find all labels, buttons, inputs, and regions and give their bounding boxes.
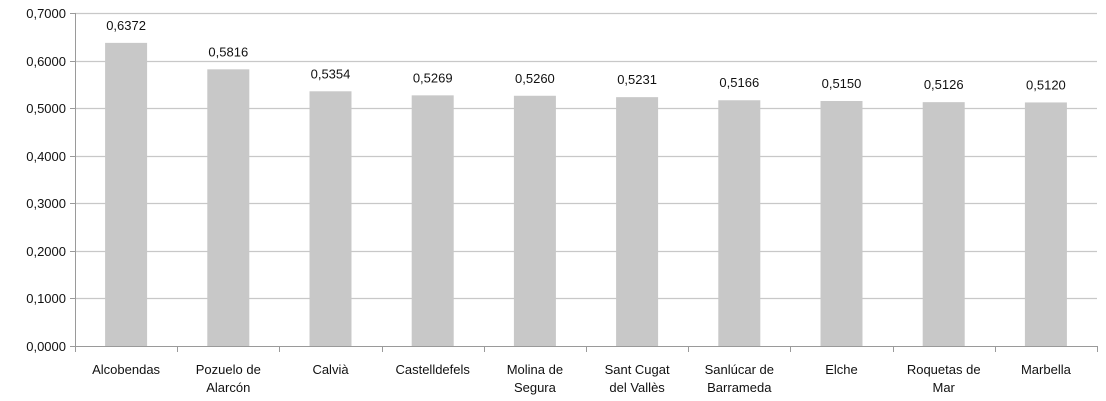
data-label: 0,5150 <box>822 76 862 91</box>
x-tick-label-line: Calvià <box>312 362 349 377</box>
x-tick-label: Sant Cugat del Vallès <box>605 362 670 395</box>
bar <box>309 91 352 346</box>
data-label: 0,5231 <box>617 72 657 87</box>
bar <box>513 95 556 346</box>
data-label: 0,5120 <box>1026 77 1066 92</box>
bar <box>207 69 250 346</box>
x-tick-label: Pozuelo de Alarcón <box>196 362 261 395</box>
x-tick-label-line: Marbella <box>1021 362 1072 377</box>
data-label: 0,5354 <box>311 66 351 81</box>
bar <box>820 101 863 346</box>
x-tick-label-line: Alarcón <box>206 380 250 395</box>
y-tick-label: 0,4000 <box>26 149 66 164</box>
data-label: 0,5126 <box>924 77 964 92</box>
x-axis: Alcobendas Pozuelo de Alarcón Calvià Castell… <box>75 346 1098 395</box>
x-tick-label-line: Mar <box>933 380 956 395</box>
y-axis: 0,0000 0,1000 0,2000 0,3000 0,4000 0,5000 0,60… <box>26 6 76 354</box>
x-tick-label-line: Alcobendas <box>92 362 160 377</box>
x-tick-label-line: Sanlúcar de <box>705 362 774 377</box>
data-label: 0,5816 <box>208 44 248 59</box>
x-tick-label: Sanlúcar de Barrameda <box>705 362 774 395</box>
bar <box>105 42 148 347</box>
x-tick-label-line: Segura <box>514 380 557 395</box>
x-tick-label: Molina de Segura <box>507 362 563 395</box>
data-label: 0,5166 <box>719 75 759 90</box>
x-tick-label: Marbella <box>1021 362 1072 377</box>
x-tick-label-line: Castelldefels <box>395 362 470 377</box>
bar <box>616 97 659 346</box>
data-label: 0,5260 <box>515 71 555 86</box>
x-tick-label-line: Molina de <box>507 362 563 377</box>
x-tick-label-line: Sant Cugat <box>605 362 670 377</box>
x-tick-label-line: del Vallès <box>609 380 665 395</box>
bar <box>1024 102 1067 346</box>
y-tick-label: 0,7000 <box>26 6 66 21</box>
x-tick-label: Castelldefels <box>395 362 470 377</box>
y-tick-label: 0,1000 <box>26 291 66 306</box>
y-tick-label: 0,3000 <box>26 196 66 211</box>
y-tick-label: 0,5000 <box>26 101 66 116</box>
data-labels: 0,6372 0,5816 0,5354 0,5269 0,5260 0,5231 0,51… <box>106 18 1066 93</box>
x-tick-label: Calvià <box>312 362 349 377</box>
bar <box>411 95 454 346</box>
x-tick-label-line: Barrameda <box>707 380 772 395</box>
data-label: 0,6372 <box>106 18 146 33</box>
x-tick-label-line: Pozuelo de <box>196 362 261 377</box>
data-label: 0,5269 <box>413 70 453 85</box>
x-tick-label-line: Roquetas de <box>907 362 981 377</box>
bar <box>922 102 965 346</box>
x-tick-label-line: Elche <box>825 362 858 377</box>
y-tick-label: 0,2000 <box>26 244 66 259</box>
y-tick-label: 0,6000 <box>26 54 66 69</box>
x-tick-label: Alcobendas <box>92 362 160 377</box>
x-tick-label: Elche <box>825 362 858 377</box>
y-tick-label: 0,0000 <box>26 339 66 354</box>
bars <box>105 42 1067 347</box>
bar <box>718 100 761 346</box>
x-tick-label: Roquetas de Mar <box>907 362 981 395</box>
